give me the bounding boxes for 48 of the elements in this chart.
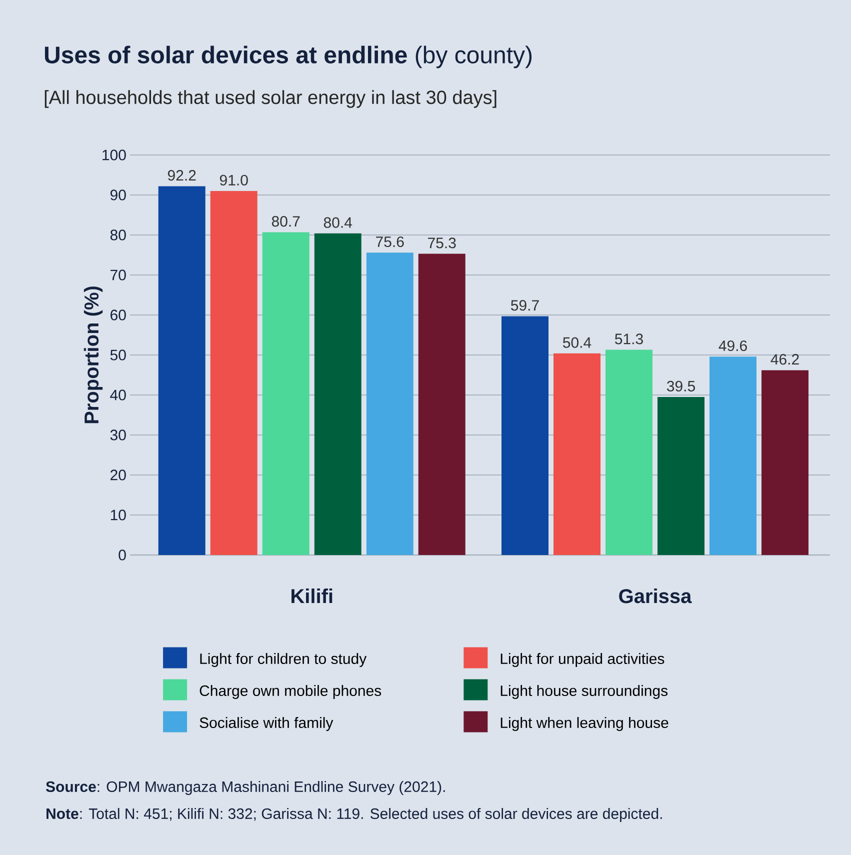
data-label: 59.7 <box>510 300 539 311</box>
legend-label: Socialise with family <box>200 717 334 731</box>
legend-label: Light when leaving house <box>500 717 668 731</box>
bar <box>657 396 704 555</box>
y-tick-label: 30 <box>110 430 126 440</box>
x-tick-label: Kilifi <box>292 588 332 604</box>
bar <box>502 316 548 555</box>
y-tick-label: 10 <box>110 510 126 520</box>
y-tick-label: 0 <box>118 550 126 560</box>
y-tick-label: 90 <box>110 190 126 200</box>
x-tick-label: Garissa <box>619 588 692 604</box>
data-label: 75.3 <box>428 238 456 248</box>
bar <box>366 252 414 555</box>
bar <box>761 370 808 555</box>
legend-label: Light house surroundings <box>500 685 668 699</box>
bar <box>606 350 652 555</box>
legend-label: Charge own mobile phones <box>200 685 382 699</box>
bar <box>418 254 466 555</box>
data-label: 80.4 <box>324 217 352 228</box>
y-tick-label: 80 <box>110 230 126 240</box>
bar <box>314 233 362 555</box>
bar <box>710 356 756 555</box>
bar <box>158 186 206 555</box>
y-tick-label: 50 <box>110 350 126 360</box>
y-tick-label: 100 <box>102 150 126 160</box>
legend-label: Light for children to study <box>200 653 367 667</box>
chart-subtitle: [All households that used solar energy in last 30 days] <box>44 90 496 108</box>
bar <box>210 191 258 555</box>
data-label: 80.7 <box>272 216 300 227</box>
y-tick-label: 70 <box>110 270 126 280</box>
y-tick-label: 20 <box>110 470 126 480</box>
legend-label: Light for unpaid activities <box>500 653 664 667</box>
bar <box>262 232 310 555</box>
data-label: 46.2 <box>770 354 799 365</box>
y-tick-label: 60 <box>110 310 126 320</box>
text: Source: OPM Mwangaza Mashinani Endline Survey (2021). <box>46 781 445 795</box>
data-label: 49.6 <box>718 340 747 352</box>
y-axis-title: Proportion (%) <box>84 286 103 424</box>
data-label: 91.0 <box>220 174 248 186</box>
data-label: 39.5 <box>666 380 695 392</box>
bar <box>553 353 600 555</box>
data-label: 75.6 <box>376 236 404 248</box>
text: Note: Total N: 451; Kilifi N: 332; Garissa N: 119. Selected uses of solar devices are depicted. <box>46 808 662 822</box>
data-label: 50.4 <box>562 337 592 348</box>
chart-title: Uses of solar devices at endline (by county) <box>44 46 532 68</box>
data-label: 92.2 <box>168 170 196 181</box>
data-label: 51.3 <box>614 334 643 344</box>
y-tick-label: 40 <box>110 390 126 400</box>
